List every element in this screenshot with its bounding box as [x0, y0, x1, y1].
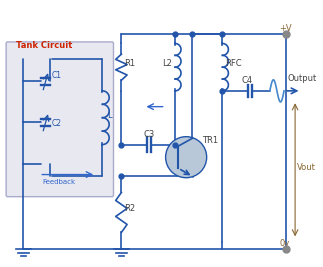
- Circle shape: [166, 137, 207, 178]
- Text: L2: L2: [162, 58, 172, 68]
- Text: C2: C2: [52, 119, 62, 128]
- Text: Output: Output: [287, 74, 317, 83]
- Text: RFC: RFC: [226, 58, 242, 68]
- Text: 0v: 0v: [279, 239, 289, 248]
- Text: C4: C4: [241, 76, 253, 85]
- Text: TR1: TR1: [202, 136, 218, 145]
- Text: C1: C1: [52, 71, 62, 80]
- Text: +V: +V: [279, 24, 292, 33]
- Text: R1: R1: [125, 58, 136, 68]
- Text: Feedback: Feedback: [42, 179, 76, 185]
- Text: Vout: Vout: [297, 163, 316, 172]
- Text: C3: C3: [143, 130, 155, 139]
- Text: L: L: [107, 111, 112, 120]
- FancyBboxPatch shape: [6, 42, 113, 197]
- Text: R2: R2: [125, 204, 136, 213]
- Text: Tank Circuit: Tank Circuit: [16, 41, 72, 50]
